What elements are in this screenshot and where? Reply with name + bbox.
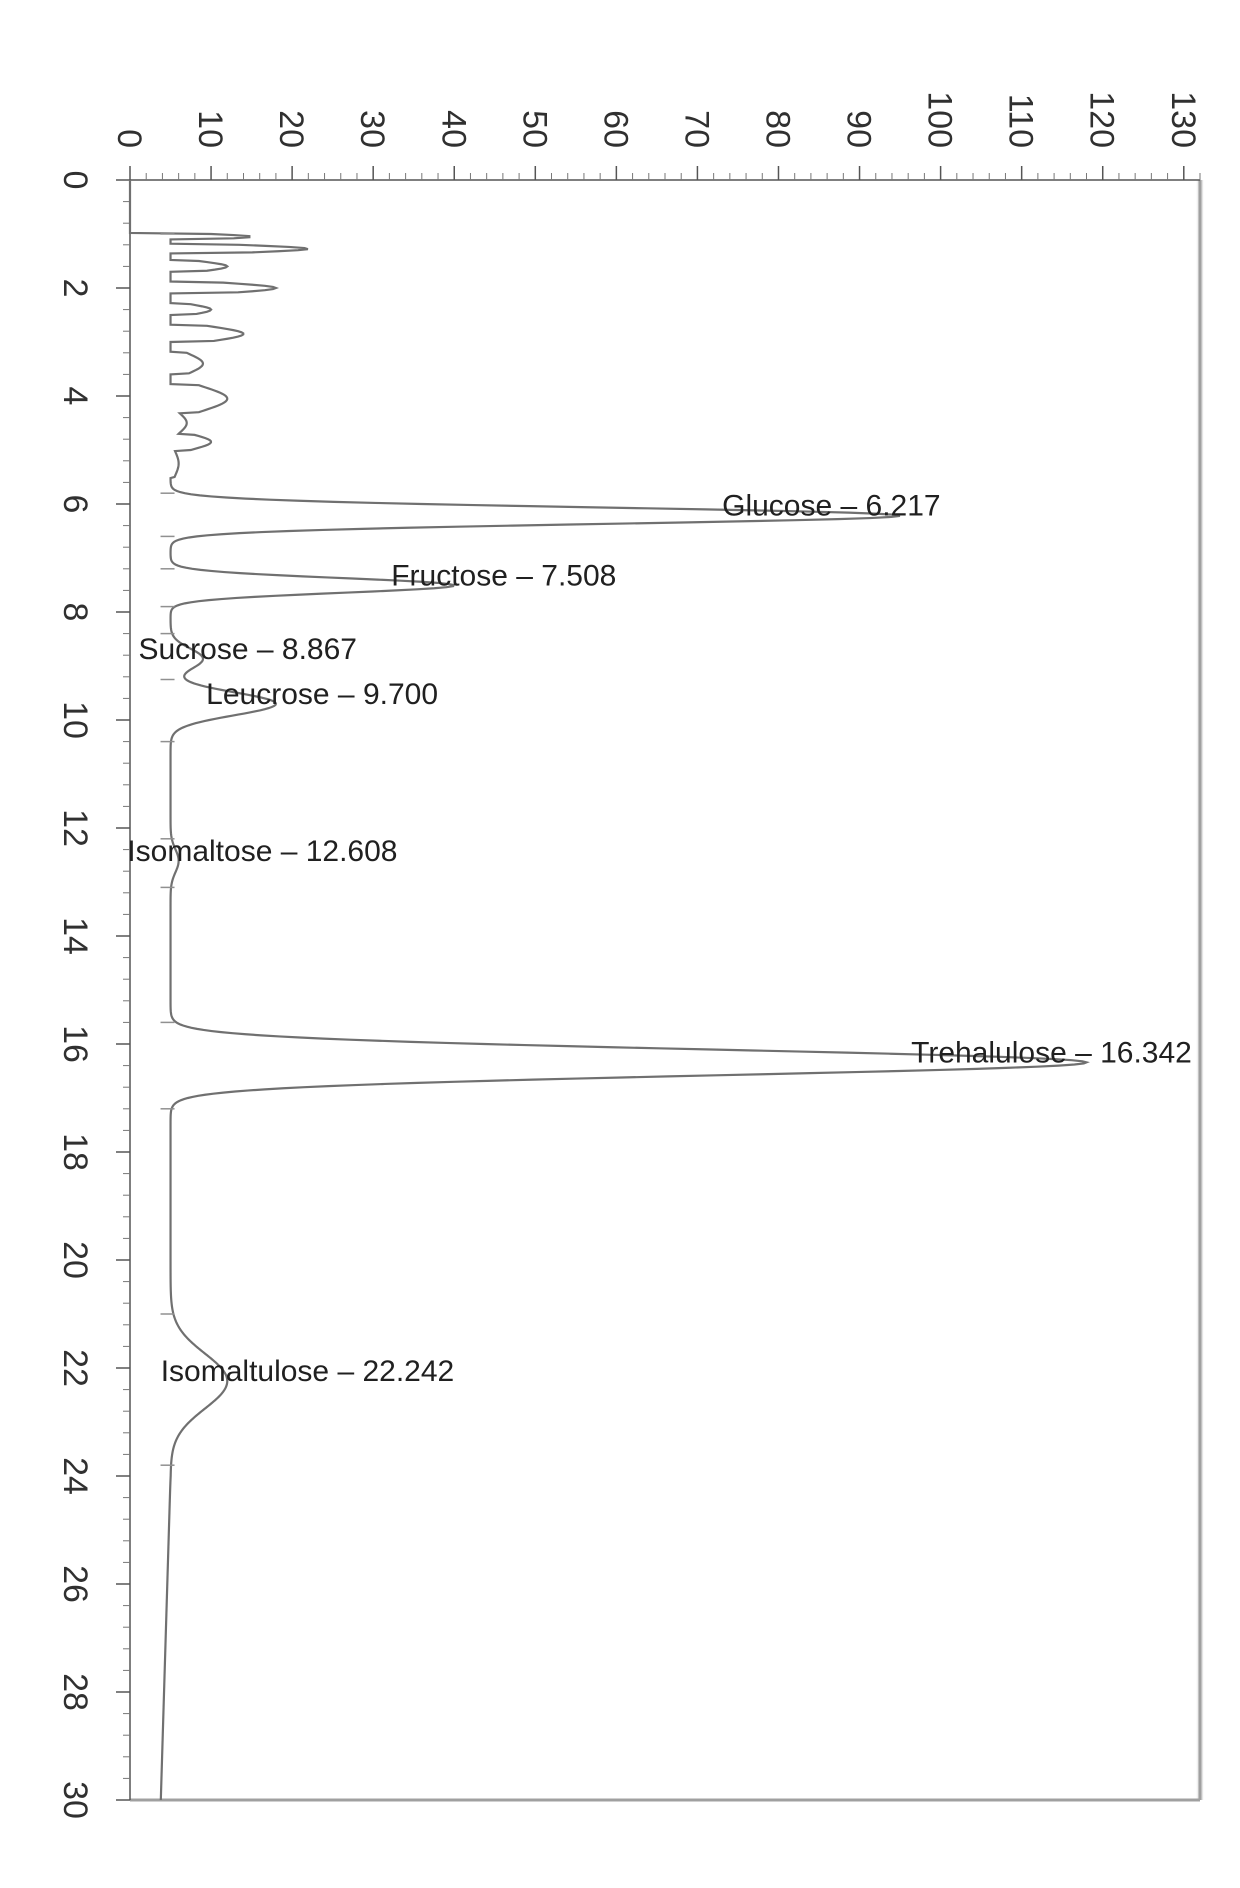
x-tick-label: 20 bbox=[56, 1241, 94, 1279]
y-tick-label: 0 bbox=[110, 129, 148, 148]
x-tick-label: 2 bbox=[56, 279, 94, 298]
y-tick-label: 100 bbox=[921, 91, 959, 148]
x-tick-label: 22 bbox=[56, 1349, 94, 1387]
peak-label-text: Fructose – 7.508 bbox=[391, 559, 616, 592]
y-tick-label: 20 bbox=[272, 110, 310, 148]
x-tick-label: 0 bbox=[56, 171, 94, 190]
x-tick-label: 24 bbox=[56, 1457, 94, 1495]
y-tick-label: 130 bbox=[1164, 91, 1202, 148]
peak-label-text: Leucrose – 9.700 bbox=[206, 678, 438, 711]
x-tick-label: 14 bbox=[56, 917, 94, 955]
y-tick-label: 50 bbox=[515, 110, 553, 148]
peak-label-trehalulose: Trehalulose – 16.342 bbox=[911, 1036, 1192, 1069]
peak-label-glucose: Glucose – 6.217 bbox=[722, 490, 940, 523]
peak-label-text: Isomaltose – 12.608 bbox=[127, 835, 397, 868]
x-tick-label: 26 bbox=[56, 1565, 94, 1603]
y-tick-label: 40 bbox=[434, 110, 472, 148]
y-tick-label: 70 bbox=[677, 110, 715, 148]
x-tick-label: 16 bbox=[56, 1025, 94, 1063]
y-tick-label: 60 bbox=[596, 110, 634, 148]
x-tick-label: 28 bbox=[56, 1673, 94, 1711]
x-tick-label: 6 bbox=[56, 495, 94, 514]
peak-label-text: Sucrose – 8.867 bbox=[138, 633, 356, 666]
x-tick-label: 10 bbox=[56, 701, 94, 739]
peak-label-leucrose: Leucrose – 9.700 bbox=[206, 678, 438, 711]
peak-label-sucrose: Sucrose – 8.867 bbox=[138, 633, 356, 666]
y-tick-label: 10 bbox=[191, 110, 229, 148]
chromatogram-chart: 0102030405060708090100110120130024681012… bbox=[0, 0, 1240, 1888]
x-tick-label: 4 bbox=[56, 387, 94, 406]
y-tick-label: 80 bbox=[758, 110, 796, 148]
x-tick-label: 30 bbox=[56, 1781, 94, 1819]
x-tick-label: 12 bbox=[56, 809, 94, 847]
peak-label-fructose: Fructose – 7.508 bbox=[391, 559, 616, 592]
y-tick-label: 110 bbox=[1002, 94, 1040, 148]
x-tick-label: 18 bbox=[56, 1133, 94, 1171]
peak-label-text: Trehalulose – 16.342 bbox=[911, 1036, 1192, 1069]
peak-label-isomaltose: Isomaltose – 12.608 bbox=[127, 835, 397, 868]
chart-container: 0102030405060708090100110120130024681012… bbox=[0, 0, 1240, 1888]
peak-label-text: Isomaltulose – 22.242 bbox=[161, 1355, 455, 1388]
x-tick-label: 8 bbox=[56, 603, 94, 622]
rotated-stage: 0102030405060708090100110120130024681012… bbox=[0, 0, 1240, 1888]
y-tick-label: 120 bbox=[1083, 91, 1121, 148]
y-tick-label: 90 bbox=[840, 110, 878, 148]
y-tick-label: 30 bbox=[353, 110, 391, 148]
peak-label-text: Glucose – 6.217 bbox=[722, 490, 940, 523]
peak-label-isomaltulose: Isomaltulose – 22.242 bbox=[161, 1355, 455, 1388]
chromatogram-trace bbox=[130, 180, 1086, 1800]
